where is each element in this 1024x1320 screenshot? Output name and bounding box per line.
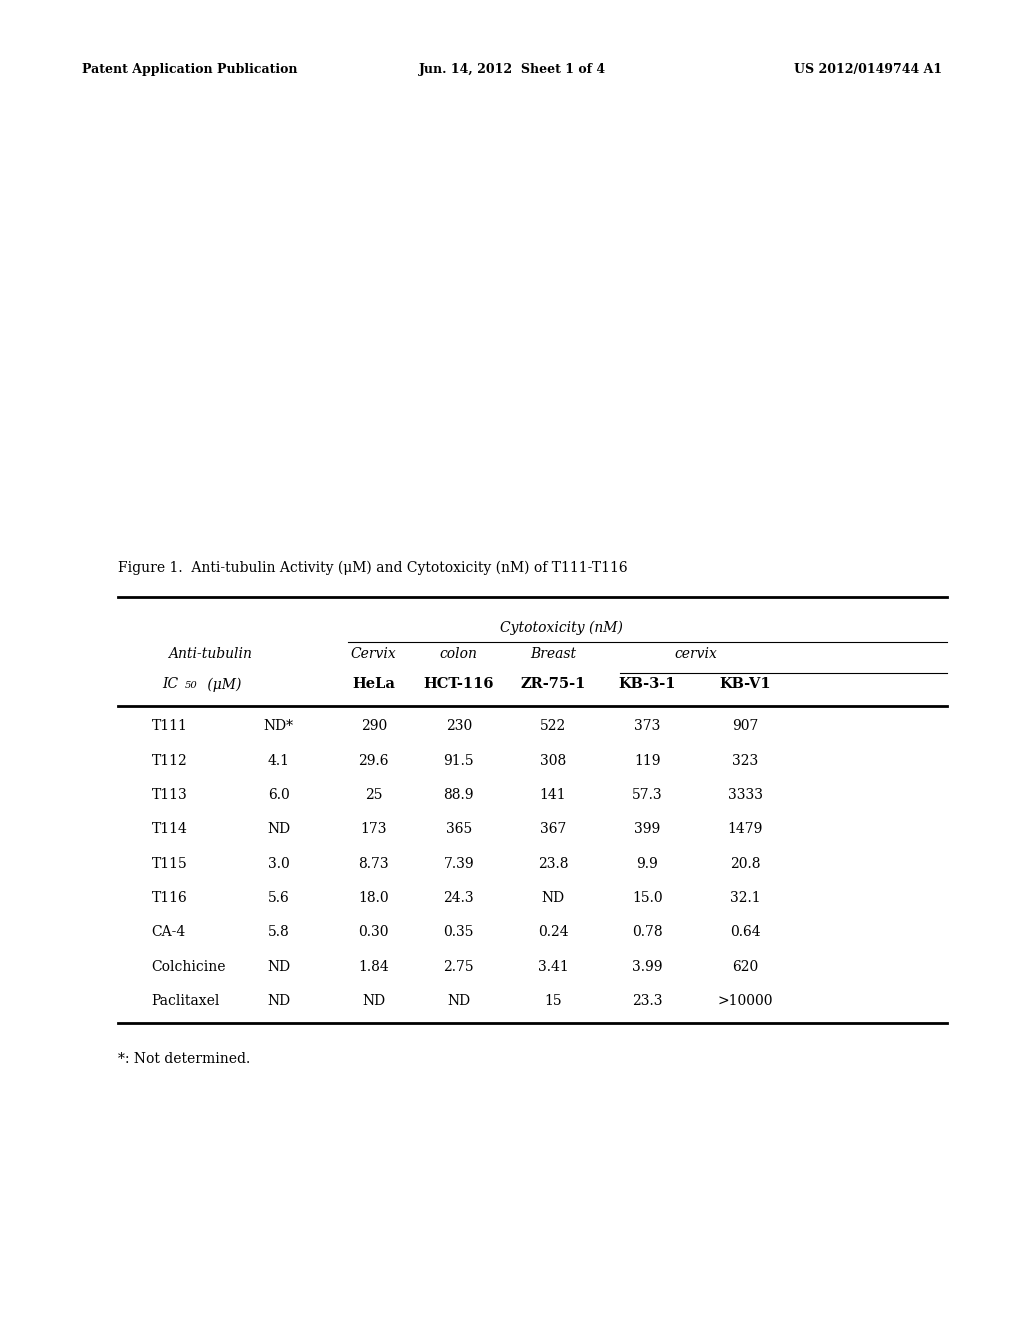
Text: T111: T111 [152,719,187,734]
Text: 0.30: 0.30 [358,925,389,940]
Text: 29.6: 29.6 [358,754,389,768]
Text: 4.1: 4.1 [267,754,290,768]
Text: 1.84: 1.84 [358,960,389,974]
Text: 620: 620 [732,960,759,974]
Text: 25: 25 [365,788,383,803]
Text: >10000: >10000 [718,994,773,1008]
Text: 3.41: 3.41 [538,960,568,974]
Text: Paclitaxel: Paclitaxel [152,994,220,1008]
Text: 23.8: 23.8 [538,857,568,871]
Text: 0.35: 0.35 [443,925,474,940]
Text: colon: colon [440,647,477,661]
Text: 119: 119 [634,754,660,768]
Text: ND*: ND* [263,719,294,734]
Text: HeLa: HeLa [352,677,395,692]
Text: Colchicine: Colchicine [152,960,226,974]
Text: 3.0: 3.0 [267,857,290,871]
Text: 88.9: 88.9 [443,788,474,803]
Text: ND: ND [447,994,470,1008]
Text: T116: T116 [152,891,187,906]
Text: cervix: cervix [675,647,718,661]
Text: 32.1: 32.1 [730,891,761,906]
Text: IC: IC [162,677,178,692]
Text: 373: 373 [634,719,660,734]
Text: 23.3: 23.3 [632,994,663,1008]
Text: 230: 230 [445,719,472,734]
Text: 9.9: 9.9 [636,857,658,871]
Text: 8.73: 8.73 [358,857,389,871]
Text: ND: ND [267,960,290,974]
Text: ND: ND [267,994,290,1008]
Text: 173: 173 [360,822,387,837]
Text: 367: 367 [540,822,566,837]
Text: 907: 907 [732,719,759,734]
Text: ZR-75-1: ZR-75-1 [520,677,586,692]
Text: CA-4: CA-4 [152,925,185,940]
Text: 3333: 3333 [728,788,763,803]
Text: 0.64: 0.64 [730,925,761,940]
Text: 3.99: 3.99 [632,960,663,974]
Text: *: Not determined.: *: Not determined. [118,1052,250,1067]
Text: 50: 50 [184,681,197,690]
Text: ND: ND [267,822,290,837]
Text: 399: 399 [634,822,660,837]
Text: 5.8: 5.8 [267,925,290,940]
Text: 24.3: 24.3 [443,891,474,906]
Text: (μM): (μM) [203,677,241,692]
Text: 20.8: 20.8 [730,857,761,871]
Text: KB-V1: KB-V1 [720,677,771,692]
Text: Jun. 14, 2012  Sheet 1 of 4: Jun. 14, 2012 Sheet 1 of 4 [419,63,605,77]
Text: 6.0: 6.0 [267,788,290,803]
Text: KB-3-1: KB-3-1 [618,677,676,692]
Text: 0.24: 0.24 [538,925,568,940]
Text: Breast: Breast [529,647,577,661]
Text: 522: 522 [540,719,566,734]
Text: 7.39: 7.39 [443,857,474,871]
Text: Cytotoxicity (nM): Cytotoxicity (nM) [500,620,623,635]
Text: Cervix: Cervix [351,647,396,661]
Text: HCT-116: HCT-116 [424,677,494,692]
Text: 365: 365 [445,822,472,837]
Text: ND: ND [362,994,385,1008]
Text: US 2012/0149744 A1: US 2012/0149744 A1 [794,63,942,77]
Text: 308: 308 [540,754,566,768]
Text: T112: T112 [152,754,187,768]
Text: 1479: 1479 [728,822,763,837]
Text: 290: 290 [360,719,387,734]
Text: ND: ND [542,891,564,906]
Text: 323: 323 [732,754,759,768]
Text: 18.0: 18.0 [358,891,389,906]
Text: Patent Application Publication: Patent Application Publication [82,63,297,77]
Text: T114: T114 [152,822,187,837]
Text: 57.3: 57.3 [632,788,663,803]
Text: 15: 15 [544,994,562,1008]
Text: 2.75: 2.75 [443,960,474,974]
Text: T113: T113 [152,788,187,803]
Text: Figure 1.  Anti-tubulin Activity (μM) and Cytotoxicity (nM) of T111-T116: Figure 1. Anti-tubulin Activity (μM) and… [118,561,628,576]
Text: 15.0: 15.0 [632,891,663,906]
Text: 91.5: 91.5 [443,754,474,768]
Text: 5.6: 5.6 [267,891,290,906]
Text: T115: T115 [152,857,187,871]
Text: 0.78: 0.78 [632,925,663,940]
Text: 141: 141 [540,788,566,803]
Text: Anti-tubulin: Anti-tubulin [168,647,252,661]
